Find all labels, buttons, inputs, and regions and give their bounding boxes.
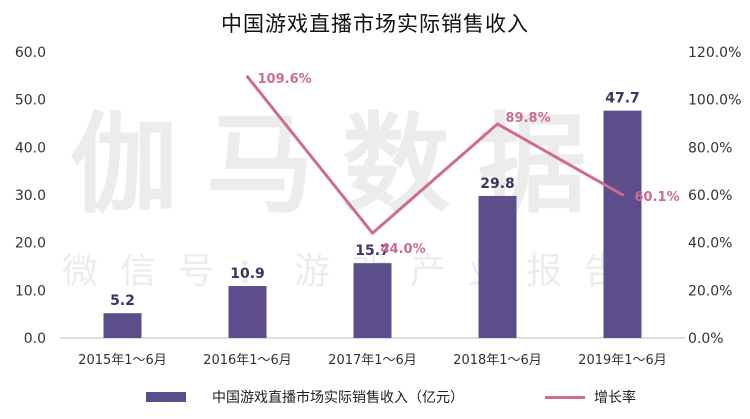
bar (353, 263, 392, 338)
growth-line (246, 75, 624, 235)
y-right-tick-label: 20.0% (688, 283, 732, 299)
y-right-axis: 0.0% 20.0% 40.0% 60.0% 80.0% 100.0% 120.0% (688, 45, 741, 347)
y-left-tick-label: 50.0 (15, 93, 46, 109)
y-left-tick-label: 40.0 (15, 140, 46, 156)
watermark-sub: 微信号：游戏产业报告 (62, 251, 643, 292)
y-left-tick-label: 60.0 (15, 45, 46, 61)
bar-series (103, 110, 642, 338)
x-tick-label: 2019年1～6月 (578, 353, 667, 368)
growth-point (496, 122, 499, 126)
growth-point (246, 75, 249, 79)
y-right-tick-label: 60.0% (688, 188, 732, 204)
bar-data-label: 47.7 (605, 91, 640, 107)
bar-data-label: 5.2 (110, 293, 135, 309)
x-tick-label: 2016年1～6月 (203, 353, 292, 368)
bar (103, 313, 142, 338)
growth-data-label: 89.8% (506, 111, 551, 126)
x-tick-label: 2018年1～6月 (453, 353, 542, 368)
legend-line-swatch (545, 396, 585, 399)
y-left-tick-label: 30.0 (15, 188, 46, 204)
y-left-tick-label: 10.0 (15, 283, 46, 299)
bar (228, 286, 267, 338)
y-left-tick-label: 0.0 (24, 331, 46, 347)
legend-line-label: 增长率 (594, 390, 636, 406)
y-right-tick-label: 100.0% (688, 93, 741, 109)
growth-data-label: 60.1% (635, 190, 680, 205)
y-right-tick-label: 80.0% (688, 140, 732, 156)
growth-data-label: 44.0% (381, 242, 426, 257)
bar-labels: 5.2 10.9 15.7 29.8 47.7 (110, 91, 640, 310)
bar-data-label: 15.7 (355, 243, 390, 259)
bar (603, 110, 642, 338)
y-left-axis: 0.0 10.0 20.0 30.0 40.0 50.0 60.0 (15, 45, 46, 347)
y-right-tick-label: 40.0% (688, 236, 732, 252)
growth-labels: 109.6% 44.0% 89.8% 60.1% (258, 72, 680, 257)
bar-data-label: 29.8 (480, 176, 515, 192)
y-right-tick-label: 0.0% (688, 331, 724, 347)
x-axis: 2015年1～6月 2016年1～6月 2017年1～6月 2018年1～6月 2019… (78, 353, 667, 368)
legend-bar-label: 中国游戏直播市场实际销售收入（亿元） (212, 390, 464, 406)
chart-title: 中国游戏直播市场实际销售收入 (221, 12, 529, 36)
bar-data-label: 10.9 (230, 266, 265, 282)
growth-data-label: 109.6% (258, 72, 312, 87)
bar (478, 195, 517, 338)
y-left-tick-label: 20.0 (15, 236, 46, 252)
x-tick-label: 2015年1～6月 (78, 353, 167, 368)
x-tick-label: 2017年1～6月 (328, 353, 417, 368)
growth-point (621, 193, 624, 197)
legend-bar-swatch (146, 392, 186, 402)
growth-line-series (246, 75, 624, 235)
growth-point (371, 231, 374, 235)
y-right-tick-label: 120.0% (688, 45, 741, 61)
